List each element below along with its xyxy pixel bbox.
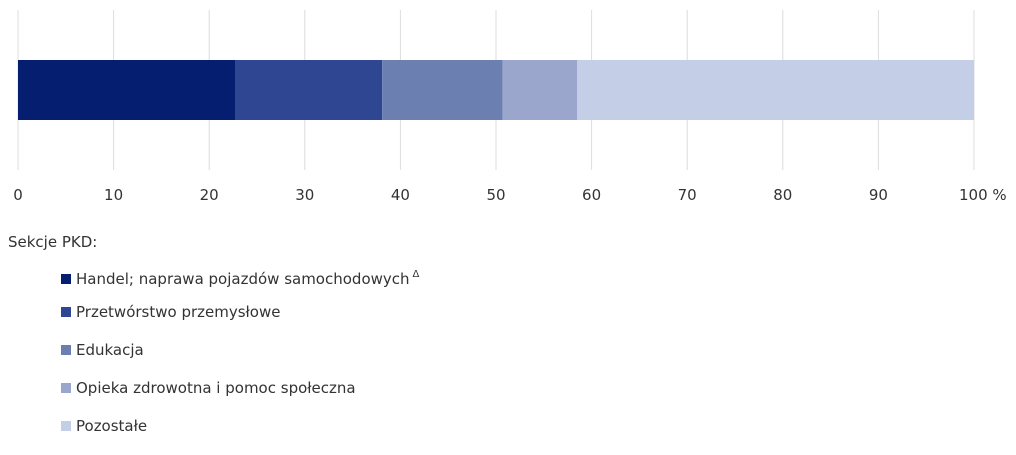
legend-item: Pozostałe: [61, 417, 419, 436]
x-tick-label: 90: [869, 186, 888, 204]
bar-segment-5: [577, 60, 974, 120]
bar-segment-3: [382, 60, 503, 120]
legend-swatch: [61, 307, 71, 317]
x-tick-label: 70: [678, 186, 697, 204]
legend-item: Przetwórstwo przemysłowe: [61, 303, 419, 322]
legend-label: Handel; naprawa pojazdów samochodowych: [76, 270, 410, 288]
legend-swatch: [61, 274, 71, 284]
x-tick-label: 60: [582, 186, 601, 204]
bar-segment-1: [18, 60, 236, 120]
x-tick-label: 50: [486, 186, 505, 204]
legend-item: Edukacja: [61, 341, 419, 360]
legend-item: Opieka zdrowotna i pomoc społeczna: [61, 379, 419, 398]
bar-segment-2: [235, 60, 383, 120]
x-tick-label: 10: [104, 186, 123, 204]
legend-label: Opieka zdrowotna i pomoc społeczna: [76, 379, 356, 397]
legend: Handel; naprawa pojazdów samochodowych Δ P…: [61, 265, 419, 455]
legend-label: Przetwórstwo przemysłowe: [76, 303, 281, 321]
legend-swatch: [61, 383, 71, 393]
legend-note: Δ: [412, 269, 420, 280]
legend-label: Pozostałe: [76, 417, 148, 435]
bar-segments: [18, 60, 974, 120]
legend-title: Sekcje PKD:: [8, 233, 98, 251]
legend-item: Handel; naprawa pojazdów samochodowych Δ: [61, 265, 420, 288]
legend-swatch: [61, 345, 71, 355]
x-tick-label: 80: [773, 186, 792, 204]
legend-label: Edukacja: [76, 341, 144, 359]
x-tick-label: 100 %: [959, 186, 1007, 204]
x-tick-label: 20: [200, 186, 219, 204]
x-tick-label: 0: [13, 186, 23, 204]
bar-segment-4: [502, 60, 578, 120]
x-axis-tick-labels: 0 10 20 30 40 50 60 70 80 90 100 %: [13, 186, 1006, 204]
stacked-bar-chart: 0 10 20 30 40 50 60 70 80 90 100 %: [13, 10, 1007, 204]
legend-swatch: [61, 421, 71, 431]
x-tick-label: 30: [295, 186, 314, 204]
x-tick-label: 40: [391, 186, 410, 204]
